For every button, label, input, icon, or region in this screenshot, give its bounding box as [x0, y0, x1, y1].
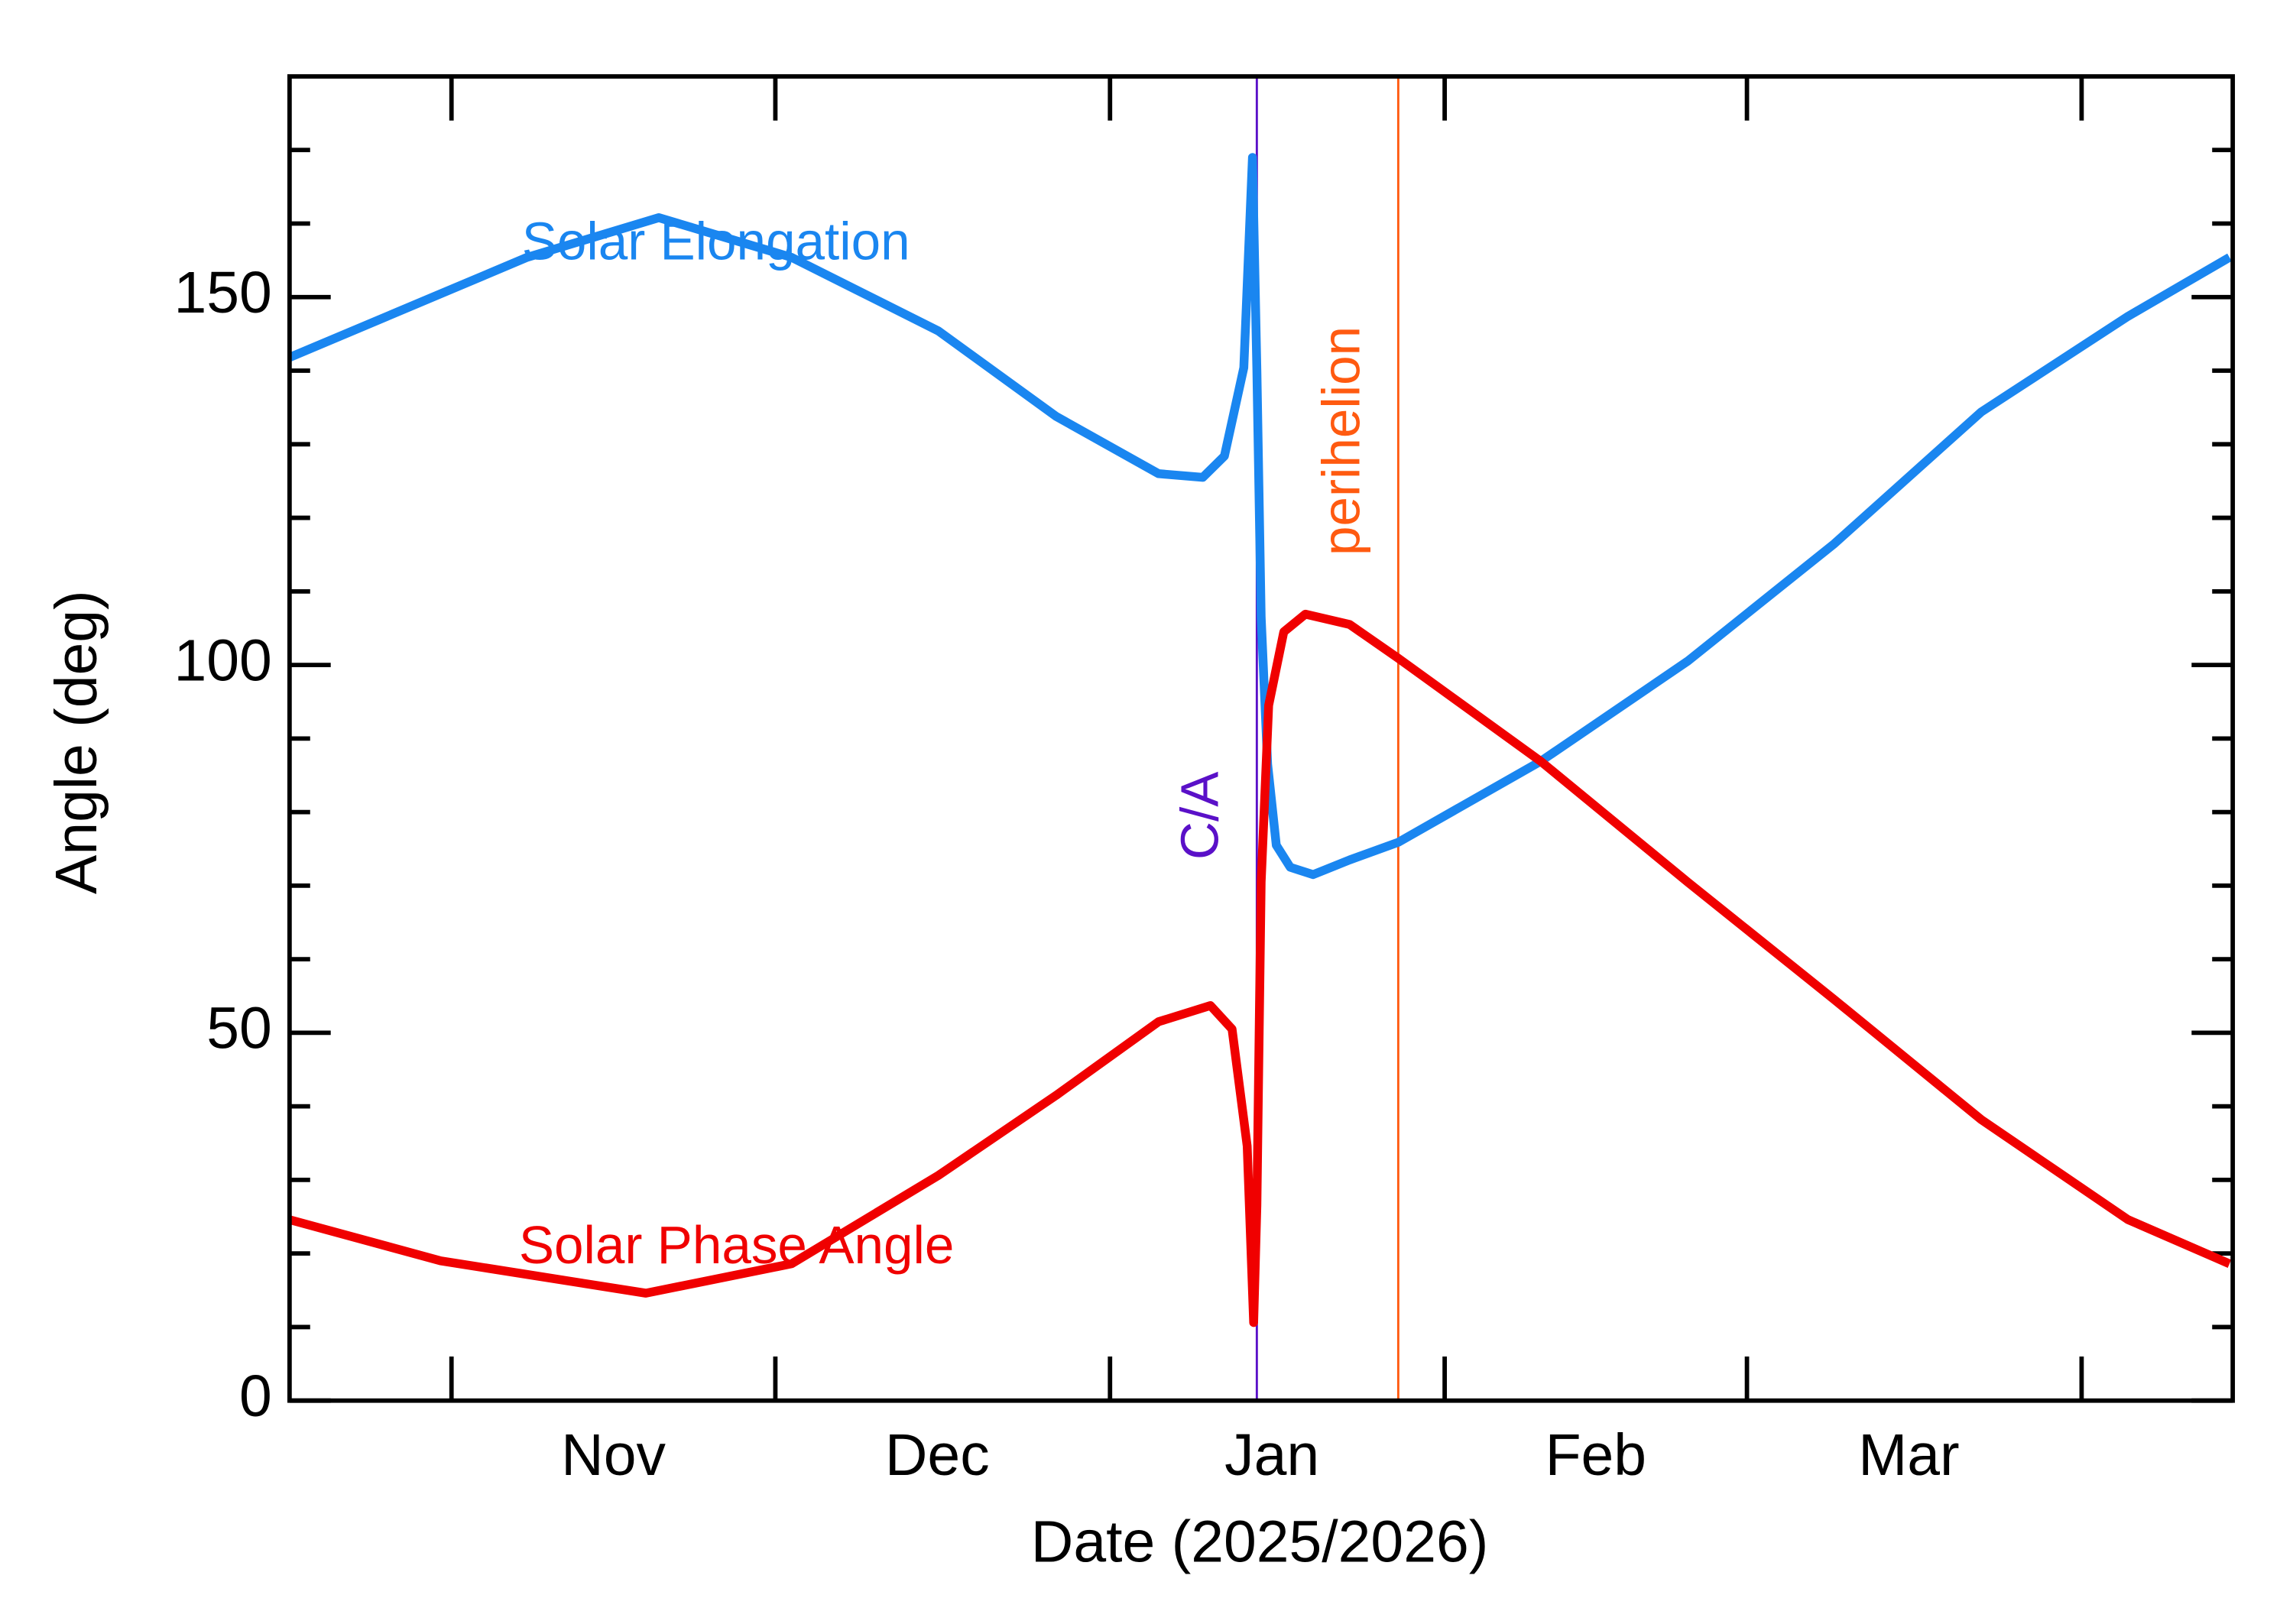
series-label: Solar Phase Angle: [519, 1215, 955, 1275]
x-tick-label: Mar: [1858, 1422, 1959, 1488]
series-line: [289, 609, 2232, 1327]
x-tick-label: Jan: [1224, 1422, 1319, 1488]
x-tick-label: Feb: [1545, 1422, 1647, 1488]
x-axis-label: Date (2025/2026): [1031, 1509, 1489, 1574]
y-axis-label: Angle (deg): [44, 590, 109, 894]
x-tick-label: Nov: [561, 1422, 666, 1488]
plot-frame: [287, 74, 2236, 1403]
event-label: C/A: [1169, 771, 1229, 860]
y-tick-label: 100: [174, 627, 271, 693]
event-label: perihelion: [1311, 326, 1370, 556]
series-label: Solar Elongation: [522, 211, 910, 271]
y-tick-label: 150: [174, 260, 271, 326]
y-tick-label: 0: [239, 1363, 272, 1429]
x-tick-label: Dec: [885, 1422, 990, 1488]
y-tick-label: 50: [206, 996, 272, 1062]
series-line: [289, 153, 2232, 880]
